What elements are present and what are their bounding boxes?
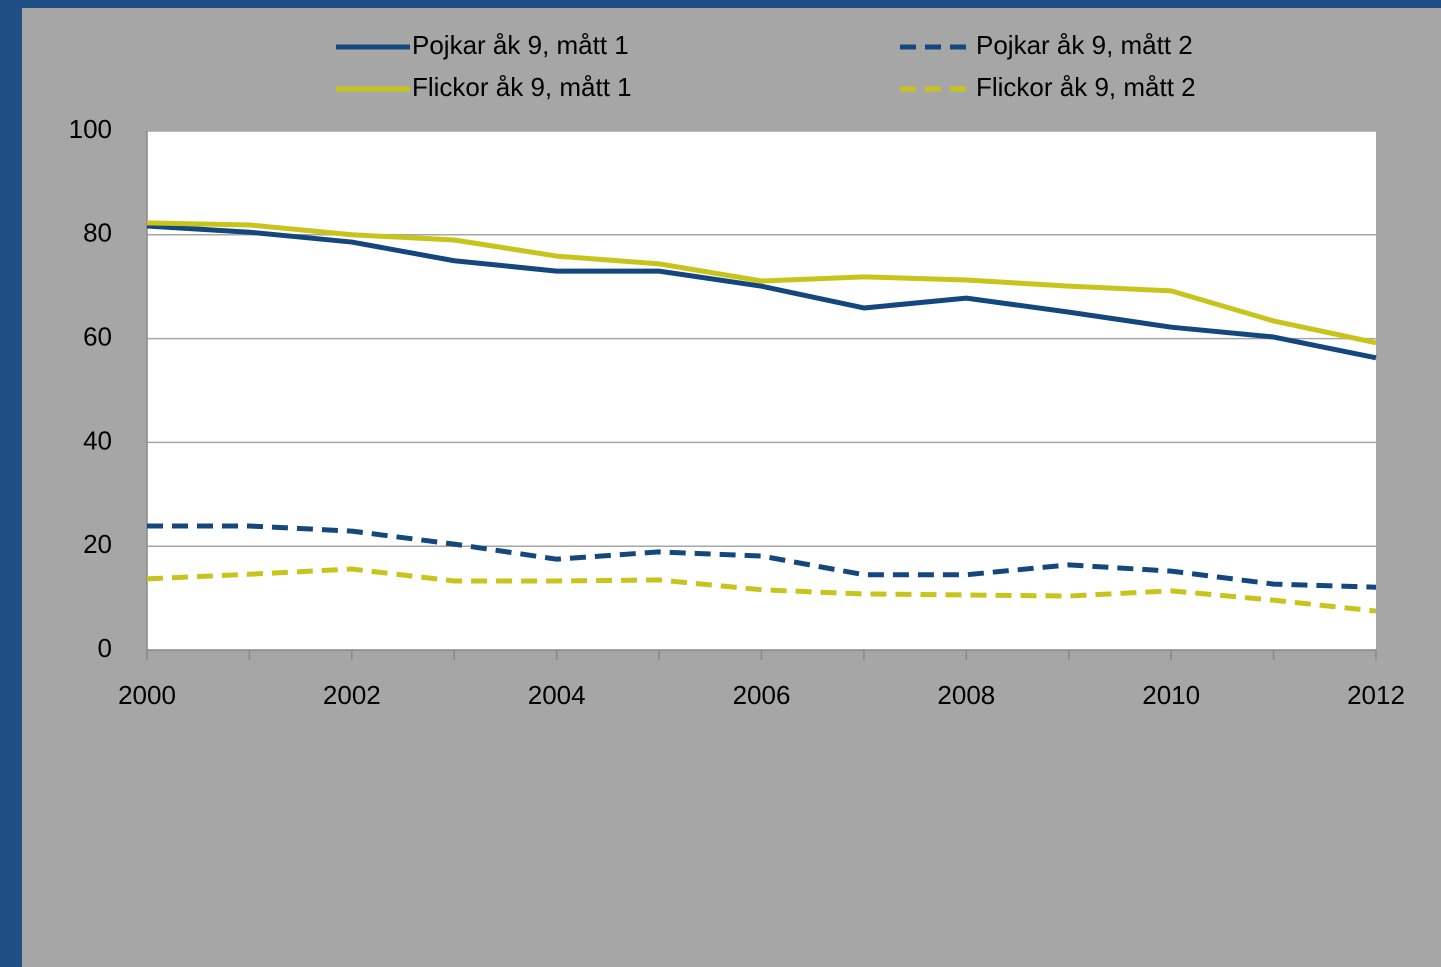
x-tick-label: 2008	[937, 680, 995, 710]
y-tick-label: 100	[69, 114, 112, 144]
series-line	[147, 523, 1377, 590]
x-tick-label: 2012	[1347, 680, 1405, 710]
y-tick-label: 0	[98, 633, 112, 663]
x-tick-label: 2002	[323, 680, 381, 710]
legend-label: Pojkar åk 9, mått 1	[412, 30, 629, 60]
y-tick-label: 20	[83, 529, 112, 559]
y-tick-label: 60	[83, 321, 112, 351]
x-tick-label: 2000	[118, 680, 176, 710]
plot-area	[147, 131, 1376, 650]
legend-label: Flickor åk 9, mått 2	[976, 72, 1196, 102]
x-tick-label: 2010	[1142, 680, 1200, 710]
series-line	[146, 220, 1377, 346]
series-line	[146, 566, 1377, 614]
y-tick-label: 80	[83, 218, 112, 248]
y-tick-label: 40	[83, 425, 112, 455]
legend-label: Flickor åk 9, mått 1	[412, 72, 632, 102]
legend-label: Pojkar åk 9, mått 2	[976, 30, 1193, 60]
series-line	[146, 223, 1377, 361]
x-tick-label: 2006	[733, 680, 791, 710]
x-tick-label: 2004	[528, 680, 586, 710]
